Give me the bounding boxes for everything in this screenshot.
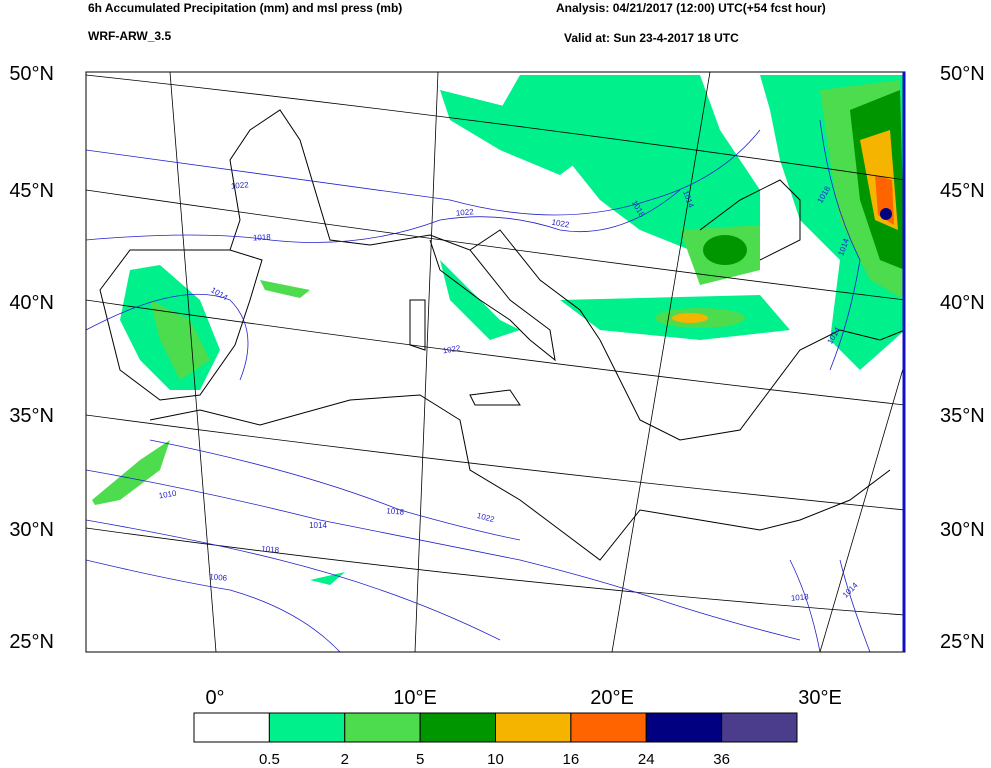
graticule xyxy=(86,72,905,652)
isobar-label: 1006 xyxy=(209,572,228,583)
isobar-label: 1014 xyxy=(209,285,229,302)
isobar-label: 1010 xyxy=(158,488,178,500)
lon-label: 30°E xyxy=(798,687,842,709)
colorbar-label: 24 xyxy=(638,751,655,768)
colorbar-box xyxy=(570,712,647,743)
isobar-label: 1022 xyxy=(476,511,496,524)
model-label: WRF-ARW_3.5 xyxy=(88,29,171,43)
lon-label: 20°E xyxy=(590,687,634,709)
lat-label: 30°N xyxy=(940,519,985,541)
colorbar-box xyxy=(495,712,572,743)
lat-label: 30°N xyxy=(9,519,54,541)
colorbar: 0.5 2 5 10 16 24 36 xyxy=(193,712,798,768)
analysis-label: Analysis: 04/21/2017 (12:00) UTC(+54 fcs… xyxy=(556,1,826,15)
lat-label: 35°N xyxy=(9,405,54,427)
lat-label: 45°N xyxy=(9,180,54,202)
lat-label: 50°N xyxy=(9,63,54,85)
colorbar-box xyxy=(419,712,496,743)
colorbar-label: 10 xyxy=(487,751,504,768)
lat-label: 35°N xyxy=(940,405,985,427)
title: 6h Accumulated Precipitation (mm) and ms… xyxy=(88,1,402,15)
colorbar-label: 16 xyxy=(563,751,580,768)
colorbar-box xyxy=(268,712,346,743)
colorbar-box xyxy=(344,712,421,743)
isobar-label: 1022 xyxy=(442,343,462,355)
isobar-label: 1022 xyxy=(551,218,571,230)
colorbar-label: 2 xyxy=(341,751,349,768)
isobar-label: 1014 xyxy=(309,521,327,530)
lat-label: 40°N xyxy=(9,292,54,314)
lat-label: 50°N xyxy=(940,63,985,85)
lat-label: 25°N xyxy=(940,631,985,653)
isobars xyxy=(86,119,871,652)
isobar-label: 1022 xyxy=(231,180,250,191)
precipitation xyxy=(92,75,905,585)
colorbar-label: 5 xyxy=(416,751,424,768)
colorbar-box xyxy=(645,712,723,743)
valid-label: Valid at: Sun 23-4-2017 18 UTC xyxy=(564,31,739,45)
isobar-label: 1018 xyxy=(791,592,810,603)
isobar-label: 1022 xyxy=(456,207,475,218)
lat-label: 45°N xyxy=(940,180,985,202)
coastlines xyxy=(99,109,905,561)
colorbar-label: 36 xyxy=(713,751,730,768)
isobar-label: 1018 xyxy=(253,233,272,243)
lon-label: 0° xyxy=(205,687,224,709)
colorbar-box xyxy=(193,712,270,743)
lon-label: 10°E xyxy=(393,687,437,709)
colorbar-box xyxy=(721,712,798,743)
lat-label: 40°N xyxy=(940,292,985,314)
lat-label: 25°N xyxy=(9,631,54,653)
colorbar-label: 0.5 xyxy=(259,751,280,768)
isobar-label: 1018 xyxy=(386,506,405,517)
isobar-label: 1018 xyxy=(261,544,280,555)
